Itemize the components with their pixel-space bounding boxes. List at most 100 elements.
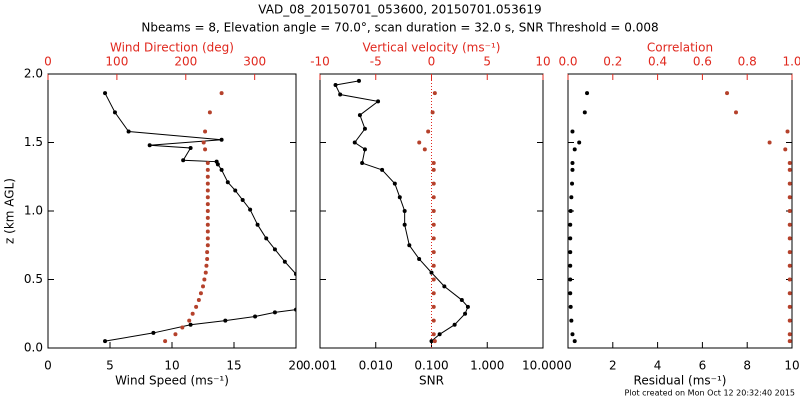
- plot-area: [568, 91, 792, 344]
- data-point: [767, 140, 772, 145]
- x-axis-label: SNR: [419, 374, 444, 388]
- x-tick-label: 0.100: [414, 359, 448, 373]
- data-point: [397, 195, 402, 200]
- x-tick-label: 15: [226, 359, 241, 373]
- data-point: [202, 277, 207, 282]
- data-point: [338, 92, 343, 97]
- x-tick-label: 1.000: [470, 359, 504, 373]
- data-point: [357, 113, 362, 118]
- data-point: [203, 270, 208, 275]
- data-point: [568, 250, 573, 255]
- plot-area: [103, 91, 335, 344]
- data-point: [204, 263, 209, 268]
- x-tick-label: 0: [564, 359, 572, 373]
- data-point: [282, 259, 287, 264]
- data-point: [582, 110, 587, 115]
- data-point: [572, 147, 577, 152]
- data-point: [253, 314, 258, 319]
- data-point: [787, 161, 792, 166]
- data-point: [331, 284, 335, 288]
- data-point: [452, 322, 457, 327]
- x2-tick-label: 5: [483, 55, 491, 69]
- x2-tick-label: 0.8: [738, 55, 757, 69]
- data-point: [569, 318, 574, 323]
- data-point: [432, 339, 437, 344]
- data-point: [426, 129, 431, 134]
- data-point: [240, 198, 245, 203]
- x-axis-label: Residual (ms⁻¹): [634, 374, 727, 388]
- data-point: [787, 250, 792, 255]
- data-point: [787, 318, 792, 323]
- data-point: [255, 222, 260, 227]
- data-point: [431, 332, 436, 337]
- x2-tick-label: 1.0: [782, 55, 800, 69]
- data-point: [392, 181, 397, 186]
- data-point: [201, 140, 206, 145]
- data-point: [360, 161, 365, 166]
- data-point: [570, 332, 575, 337]
- data-point: [205, 202, 210, 207]
- x-tick-label: 0.010: [359, 359, 393, 373]
- data-point: [417, 140, 422, 145]
- x-tick-label: 8: [743, 359, 751, 373]
- x2-tick-label: -5: [370, 55, 382, 69]
- data-point: [205, 174, 210, 179]
- x2-tick-label: 0.0: [558, 55, 577, 69]
- x-tick-label: 5: [106, 359, 114, 373]
- x-tick-label: 6: [699, 359, 707, 373]
- data-point: [219, 167, 224, 172]
- data-point: [188, 322, 193, 327]
- data-point: [430, 110, 435, 115]
- data-point: [568, 304, 573, 309]
- x-tick-label: 0.001: [303, 359, 337, 373]
- data-point: [205, 229, 210, 234]
- data-point: [207, 110, 212, 115]
- data-point: [205, 167, 210, 172]
- data-point: [787, 339, 792, 344]
- series-line: [104, 92, 296, 342]
- x2-tick-label: 0.2: [603, 55, 622, 69]
- chart-subtitle: Nbeams = 8, Elevation angle = 70.0°, sca…: [141, 21, 658, 35]
- data-point: [407, 243, 412, 248]
- data-point: [422, 147, 427, 152]
- x2-tick-label: 0: [44, 55, 52, 69]
- data-point: [431, 209, 436, 213]
- data-point: [570, 161, 575, 166]
- x-tick-label: 10: [784, 359, 799, 373]
- y-tick-label: 2.0: [24, 67, 43, 81]
- x2-axis-label: Wind Direction (deg): [110, 41, 234, 55]
- data-point: [205, 256, 210, 261]
- data-point: [568, 236, 573, 241]
- plot-frame: [319, 73, 544, 349]
- data-point: [725, 91, 730, 96]
- data-point: [112, 110, 117, 115]
- x-tick-label: 0: [44, 359, 52, 373]
- x2-tick-label: 0.6: [693, 55, 712, 69]
- data-point: [431, 161, 436, 166]
- data-point: [214, 159, 219, 164]
- data-point: [205, 236, 210, 241]
- data-point: [264, 236, 269, 241]
- data-point: [785, 129, 790, 134]
- data-point: [180, 325, 185, 330]
- x-tick-label: 2: [609, 359, 617, 373]
- data-point: [787, 277, 792, 282]
- data-point: [783, 147, 788, 152]
- x2-axis-label: Correlation: [647, 41, 713, 55]
- data-point: [188, 145, 193, 150]
- data-point: [362, 147, 367, 152]
- data-point: [294, 272, 296, 277]
- data-point: [163, 339, 168, 344]
- x2-tick-label: -10: [310, 55, 330, 69]
- data-point: [417, 256, 422, 261]
- data-point: [787, 222, 792, 227]
- data-point: [380, 167, 385, 172]
- data-point: [431, 250, 436, 255]
- y-axis-label: z (km AGL): [3, 178, 17, 244]
- data-point: [431, 318, 436, 323]
- data-point: [569, 195, 574, 200]
- data-point: [431, 181, 436, 186]
- data-point: [570, 129, 575, 134]
- data-point: [272, 310, 277, 315]
- data-point: [356, 78, 361, 83]
